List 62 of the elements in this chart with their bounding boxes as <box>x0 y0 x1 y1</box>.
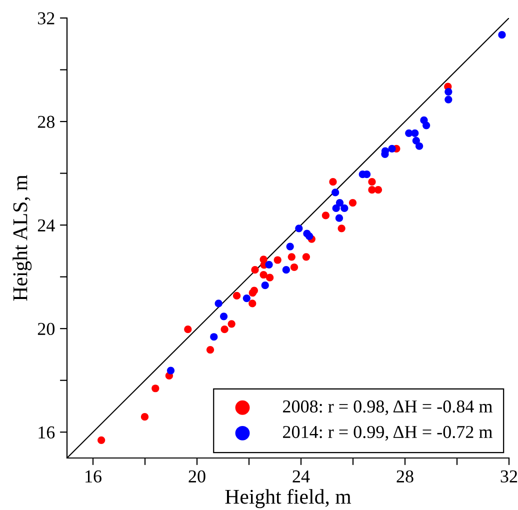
legend-label: 2014: r = 0.99, ΔH = -0.72 m <box>283 426 492 441</box>
y-tick-label: 28 <box>38 116 55 128</box>
point <box>329 178 337 186</box>
point <box>261 282 269 290</box>
y-axis-title: Height ALS, m <box>12 174 32 301</box>
point <box>282 266 290 274</box>
x-tick-label: 20 <box>188 470 206 483</box>
point <box>415 142 424 150</box>
point <box>260 256 268 264</box>
x-axis-title: Height field, m <box>225 488 352 508</box>
point <box>332 204 340 212</box>
point <box>274 256 282 264</box>
point <box>220 326 228 334</box>
point <box>228 320 236 328</box>
point <box>444 88 452 96</box>
point <box>411 129 419 137</box>
point <box>232 292 241 300</box>
point <box>242 294 250 302</box>
point <box>251 266 259 274</box>
x-tick-label: 32 <box>500 470 518 483</box>
point <box>214 300 222 308</box>
point <box>302 253 310 261</box>
point <box>266 274 274 282</box>
point <box>338 224 346 232</box>
point <box>140 413 149 421</box>
point <box>250 286 258 294</box>
point <box>340 204 348 212</box>
y-tick-label: 24 <box>38 219 55 232</box>
point <box>220 312 228 320</box>
x-tick-label: 28 <box>396 470 414 483</box>
point <box>166 366 175 374</box>
point <box>206 346 214 354</box>
point <box>290 263 298 272</box>
point <box>368 178 376 186</box>
point <box>444 96 452 104</box>
point <box>210 333 218 341</box>
point <box>265 260 273 268</box>
point <box>260 270 268 279</box>
point <box>322 212 330 220</box>
x-tick-label: 16 <box>86 470 102 483</box>
point <box>332 188 340 196</box>
point <box>422 122 430 130</box>
y-tick-label: 16 <box>38 426 55 439</box>
point <box>374 186 382 194</box>
point <box>286 242 294 250</box>
point <box>306 232 314 240</box>
point <box>348 198 357 207</box>
point <box>412 136 420 144</box>
point <box>498 31 506 39</box>
point <box>98 436 106 444</box>
point <box>288 253 296 261</box>
point <box>248 300 256 308</box>
point <box>335 214 344 222</box>
y-tick-label: 32 <box>38 12 54 24</box>
x-tick-label: 24 <box>292 470 310 482</box>
point <box>388 144 396 153</box>
point <box>152 384 160 392</box>
point <box>336 198 344 207</box>
legend-label: 2008: r = 0.98, ΔH = -0.84 m <box>283 400 492 416</box>
y-tick-label: 20 <box>38 322 55 336</box>
point <box>295 224 303 232</box>
point <box>184 326 192 334</box>
